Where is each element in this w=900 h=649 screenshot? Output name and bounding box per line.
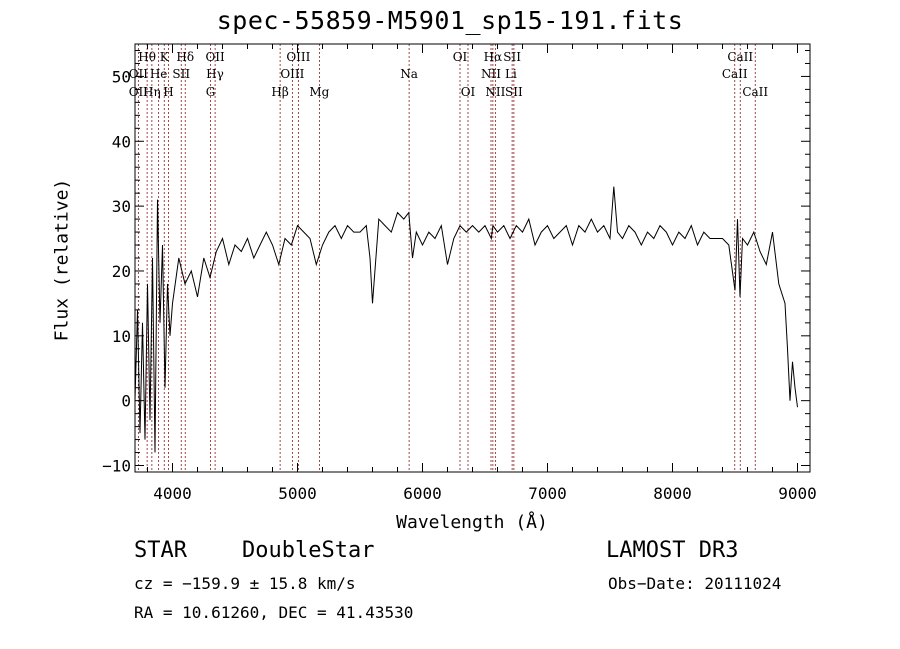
line-label: CaII [742, 85, 768, 99]
line-label: Na [400, 67, 418, 81]
line-label: Hδ [176, 50, 194, 64]
line-label: Li [505, 67, 517, 81]
line-label: SII [503, 50, 521, 64]
line-label: Hθ [138, 50, 156, 64]
x-tick-label: 9000 [778, 484, 817, 503]
y-tick-label: 30 [112, 197, 131, 216]
y-tick-label: 40 [112, 132, 131, 151]
line-label: Hη [143, 85, 161, 99]
line-label: OI [461, 85, 476, 99]
y-axis-label: Flux (relative) [51, 178, 73, 342]
object-subclass: DoubleStar [242, 538, 375, 563]
x-tick-label: 5000 [278, 484, 317, 503]
object-class: STAR [134, 538, 187, 563]
y-tick-label: −10 [102, 457, 131, 476]
line-label: Hβ [271, 85, 288, 99]
line-label: CaII [722, 67, 748, 81]
line-label: OIII [286, 50, 310, 64]
line-label: Hγ [206, 67, 224, 81]
line-label: K [160, 50, 170, 64]
flux-series-line [134, 186, 798, 453]
line-label: H [163, 85, 173, 99]
y-tick-label: 0 [121, 392, 131, 411]
line-label: OI [453, 50, 468, 64]
x-tick-label: 8000 [653, 484, 692, 503]
line-label: OII [205, 50, 225, 64]
line-label: He [150, 67, 168, 81]
x-tick-label: 6000 [403, 484, 442, 503]
x-axis-label: Wavelength (Å) [396, 512, 548, 533]
line-label: OIII [280, 67, 304, 81]
line-label: NII [481, 67, 501, 81]
obs-date: Obs−Date: 20111024 [608, 574, 782, 593]
survey-name: LAMOST DR3 [606, 538, 739, 563]
line-label: Mg [309, 85, 329, 99]
ra-dec: RA = 10.61260, DEC = 41.43530 [134, 603, 414, 622]
line-label: NII [485, 85, 505, 99]
line-label: OII [129, 85, 149, 99]
x-tick-label: 4000 [153, 484, 192, 503]
line-label: OII [129, 67, 149, 81]
x-tick-label: 7000 [528, 484, 567, 503]
redshift-cz: cz = −159.9 ± 15.8 km/s [134, 574, 356, 593]
y-tick-label: 10 [112, 327, 131, 346]
line-label: Hα [484, 50, 503, 64]
y-tick-label: 50 [112, 67, 131, 86]
plot-frame [134, 43, 811, 473]
axis-ticks: 4000 5000 6000 7000 8000 9000 −10 0 10 20 30 40 50 [102, 44, 817, 503]
line-label: CaII [727, 50, 753, 64]
y-tick-label: 20 [112, 262, 131, 281]
line-label: SII [172, 67, 190, 81]
line-label: G [206, 85, 216, 99]
line-label: SII [505, 85, 523, 99]
chart-title: spec-55859-M5901_sp15-191.fits [216, 6, 684, 35]
